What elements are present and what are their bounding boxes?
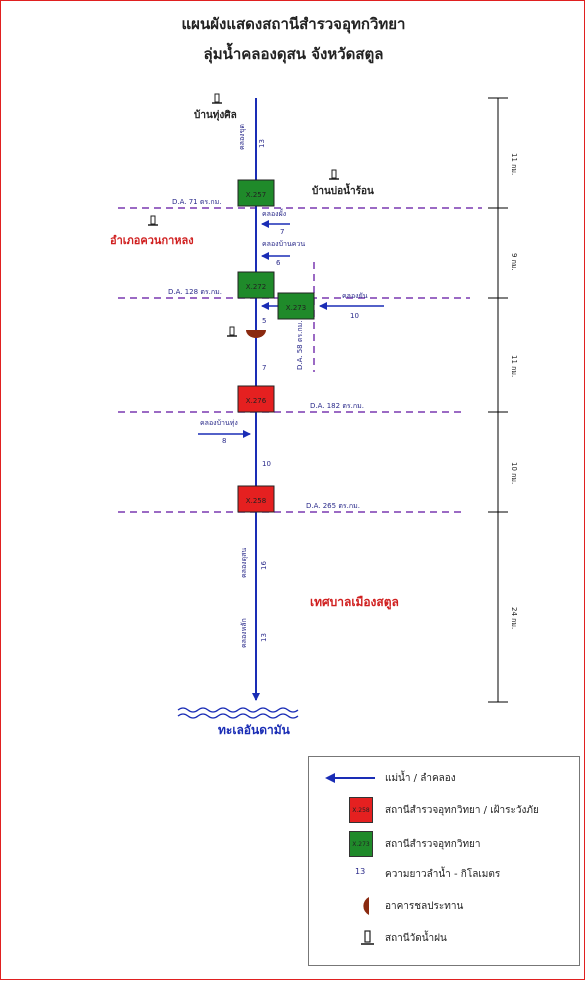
legend-label: อาคารชลประทาน	[385, 901, 464, 912]
rain-gauge-icon	[212, 93, 222, 104]
river-length-label: 7	[262, 364, 266, 372]
distance-ticks	[488, 97, 508, 703]
station-x276	[237, 385, 275, 413]
station-x257	[237, 179, 275, 207]
station-code: X.258	[246, 497, 266, 505]
river-name-label: คลองหลัก	[240, 618, 248, 648]
river-name-label: คลองบ้านทุ่ง	[200, 419, 238, 427]
place-left-subdistrict: อำเภอควนกาหลง	[110, 234, 194, 247]
drainage-area-label: D.A. 128 ตร.กม.	[168, 288, 222, 296]
legend-label: สถานีสำรวจอุทกวิทยา	[385, 839, 481, 850]
river-schematic: 11 กม. 9 กม. 11 กม. 10 กม. 24 กม. บ้านทุ…	[110, 93, 518, 737]
river-length-label: 16	[260, 561, 268, 570]
river-length-label: 10	[350, 312, 359, 320]
place-right-village: บ้านบ่อน้ำร้อน	[312, 183, 374, 197]
diagram-subtitle: ลุ่มน้ำคลองดุสน จังหวัดสตูล	[203, 45, 384, 63]
rain-gauge-icon	[148, 215, 158, 226]
legend-row-rain-gauge: สถานีวัดน้ำฝน	[309, 923, 581, 953]
drainage-area-label: D.A. 265 ตร.กม.	[306, 502, 360, 510]
legend-row-weir: อาคารชลประทาน	[309, 891, 581, 921]
legend-label: ความยาวลำน้ำ - กิโลเมตร	[385, 869, 501, 880]
river-name-label: คลองยัน	[342, 292, 368, 300]
river-name-label: คลองดุสน	[240, 548, 248, 578]
weir-icon	[246, 330, 266, 338]
legend-row-hydro-station: X.273 สถานีสำรวจอุทกวิทยา	[309, 829, 581, 859]
station-code: X.273	[286, 304, 306, 312]
diagram-title: แผนผังแสดงสถานีสำรวจอุทกวิทยา	[181, 15, 406, 33]
river-name-label: คลองขุด	[238, 124, 246, 150]
legend-label: สถานีวัดน้ำฝน	[385, 933, 447, 944]
segment-label: 10 กม.	[510, 462, 518, 484]
station-x258	[237, 485, 275, 513]
river-length-label: 13	[260, 633, 268, 642]
green-station-square: X.273	[349, 831, 373, 857]
legend-label: สถานีสำรวจอุทกวิทยา / เฝ้าระวังภัย	[385, 805, 539, 816]
river-length-label: 8	[222, 437, 226, 445]
legend-row-warning-station: X.258 สถานีสำรวจอุทกวิทยา / เฝ้าระวังภัย	[309, 795, 581, 825]
rain-gauge-icon	[329, 169, 339, 180]
drainage-area-label: D.A. 71 ตร.กม.	[172, 198, 221, 206]
station-code: X.272	[246, 283, 266, 291]
legend-label: แม่น้ำ / ลำคลอง	[385, 773, 456, 784]
segment-label: 11 กม.	[510, 355, 518, 377]
segment-label: 9 กม.	[510, 253, 518, 271]
rain-gauge-icon	[227, 326, 237, 337]
rain-gauge-icon	[361, 930, 374, 945]
arrow-left-icon	[325, 773, 375, 783]
river-name-label: คลองบ้านควน	[262, 240, 305, 248]
station-code: X.257	[246, 191, 266, 199]
segment-label: 11 กม.	[510, 153, 518, 175]
legend: แม่น้ำ / ลำคลอง X.258 สถานีสำรวจอุทกวิทย…	[308, 756, 580, 966]
place-sea: ทะเลอันดามัน	[218, 723, 291, 737]
legend-row-river: แม่น้ำ / ลำคลอง	[309, 763, 581, 793]
length-sample: 13	[355, 867, 366, 876]
station-x272	[237, 271, 275, 299]
red-station-square: X.258	[349, 797, 373, 823]
legend-row-length: 13 ความยาวลำน้ำ - กิโลเมตร	[309, 859, 581, 889]
river-length-label: 6	[276, 259, 281, 267]
place-municipality: เทศบาลเมืองสตูล	[310, 595, 399, 610]
place-top-village: บ้านทุ่งศิล	[194, 109, 237, 121]
weir-icon	[363, 897, 369, 915]
drainage-area-label: D.A. 58 ตร.กม.	[296, 321, 304, 370]
river-length-label: 13	[258, 139, 266, 148]
river-length-label: 5	[262, 317, 266, 325]
drainage-area-label: D.A. 182 ตร.กม.	[310, 402, 364, 410]
segment-label: 24 กม.	[510, 607, 518, 629]
station-code: X.276	[246, 397, 267, 405]
river-length-label: 10	[262, 460, 271, 468]
sea-waves	[177, 707, 299, 713]
sea-waves	[177, 713, 299, 719]
river-name-label: คลองผั้ง	[262, 207, 286, 218]
station-x273	[277, 292, 315, 320]
river-length-label: 7	[280, 228, 284, 236]
